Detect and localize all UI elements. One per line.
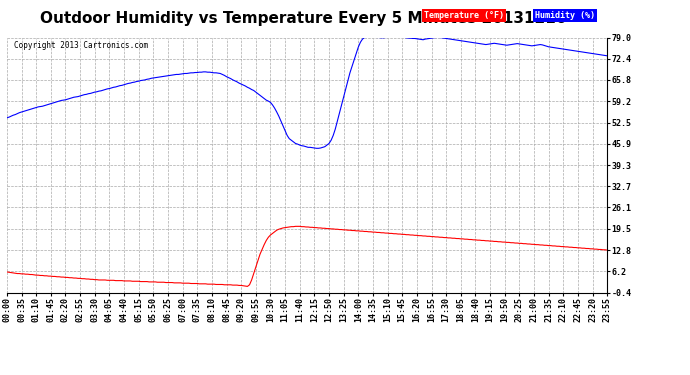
Text: Outdoor Humidity vs Temperature Every 5 Minutes 20131216: Outdoor Humidity vs Temperature Every 5 …: [40, 11, 567, 26]
Text: Humidity (%): Humidity (%): [535, 11, 595, 20]
Text: Copyright 2013 Cartronics.com: Copyright 2013 Cartronics.com: [14, 41, 148, 50]
Text: Temperature (°F): Temperature (°F): [424, 11, 504, 20]
